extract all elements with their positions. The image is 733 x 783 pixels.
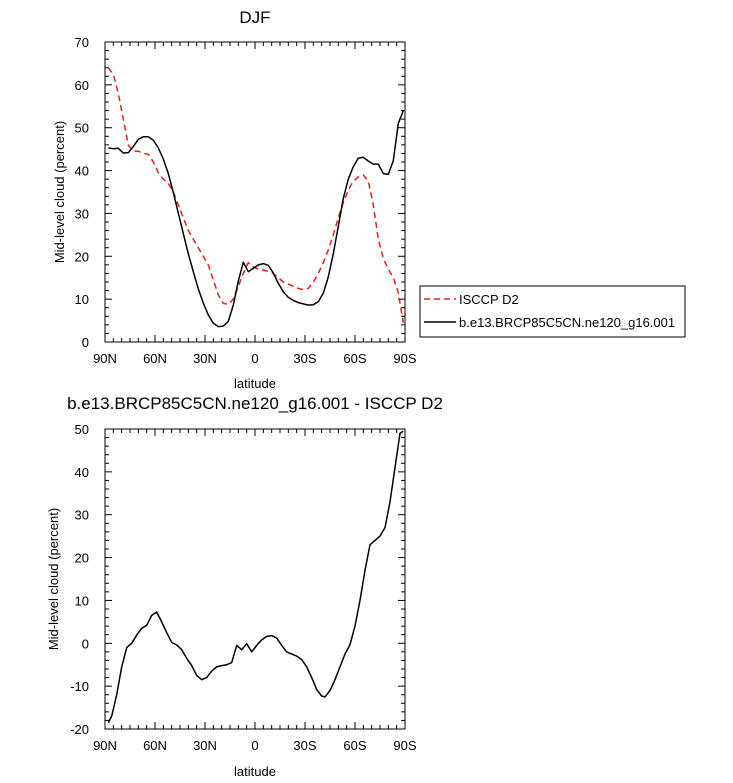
- top-chart-series: [107, 67, 405, 328]
- bottom-chart-y-tick-label: 40: [75, 465, 89, 480]
- top-chart-x-tick-label: 90S: [393, 351, 416, 366]
- top-chart-x-tick-label: 60S: [343, 351, 366, 366]
- bottom-chart-x-tick-label: 60S: [343, 738, 366, 753]
- top-chart-x-tick-label: 30S: [293, 351, 316, 366]
- top-chart-title: DJF: [239, 8, 270, 27]
- top-chart-y-tick-label: 30: [75, 206, 89, 221]
- top-chart-x-tick-label: 90N: [93, 351, 117, 366]
- top-chart-y-tick-label: 40: [75, 164, 89, 179]
- top-chart-y-tick-label: 50: [75, 121, 89, 136]
- top-chart-y-tick-label: 60: [75, 78, 89, 93]
- bottom-chart-x-tick-label: 90S: [393, 738, 416, 753]
- bottom-chart-x-axis-label: latitude: [234, 764, 276, 779]
- bottom-chart-y-tick-label: -10: [70, 679, 89, 694]
- bottom-chart-ticks: 90N 60N 30N 0 30S 60S 90S -20 -10 0 10 20 30 40 50: [70, 422, 417, 753]
- top-chart-series-line-isccp: [107, 67, 405, 323]
- bottom-chart-x-tick-label: 30S: [293, 738, 316, 753]
- top-chart-y-tick-label: 70: [75, 35, 89, 50]
- bottom-chart-x-tick-label: 60N: [143, 738, 167, 753]
- bottom-chart-plot-frame: [104, 428, 406, 730]
- legend-frame: [419, 285, 686, 338]
- bottom-chart-y-tick-label: 0: [82, 636, 89, 651]
- top-chart-plot-frame: [104, 41, 406, 343]
- top-chart-y-tick-label: 20: [75, 249, 89, 264]
- bottom-chart-series-line-model: [107, 430, 404, 723]
- top-chart-ticks: 90N 60N 30N 0 30S 60S 90S 0 10 20 30 40 50 60 70: [75, 35, 417, 366]
- bottom-chart-title: b.e13.BRCP85C5CN.ne120_g16.001 - ISCCP D…: [67, 394, 443, 413]
- bottom-chart-x-tick-label: 90N: [93, 738, 117, 753]
- top-chart-y-axis-label: Mid-level cloud (percent): [52, 121, 67, 263]
- bottom-chart-x-tick-label: 0: [251, 738, 258, 753]
- top-chart-y-tick-label: 10: [75, 292, 89, 307]
- bottom-chart-series: [107, 430, 404, 723]
- bottom-chart-x-tick-label: 30N: [193, 738, 217, 753]
- bottom-chart-y-tick-label: 10: [75, 593, 89, 608]
- bottom-chart-y-tick-label: 50: [75, 422, 89, 437]
- bottom-chart-y-tick-label: 30: [75, 508, 89, 523]
- top-chart-series-line-model: [108, 110, 404, 328]
- top-chart-panel: DJF 90N 60N 30N 0 30S 60S 90S 0 10 20 30 40 50 60 70 l…: [52, 8, 417, 391]
- top-chart-x-tick-label: 60N: [143, 351, 167, 366]
- top-chart-y-tick-label: 0: [82, 335, 89, 350]
- bottom-chart-y-tick-label: 20: [75, 551, 89, 566]
- bottom-chart-y-axis-label: Mid-level cloud (percent): [46, 508, 61, 650]
- top-chart-legend: ISCCP D2 b.e13.BRCP85C5CN.ne120_g16.001: [419, 285, 686, 338]
- bottom-chart-y-tick-label: -20: [70, 722, 89, 737]
- top-chart-x-tick-label: 30N: [193, 351, 217, 366]
- bottom-chart-panel: b.e13.BRCP85C5CN.ne120_g16.001 - ISCCP D…: [46, 394, 443, 779]
- legend-label-isccp: ISCCP D2: [459, 292, 519, 307]
- top-chart-x-tick-label: 0: [251, 351, 258, 366]
- top-chart-x-axis-label: latitude: [234, 376, 276, 391]
- legend-label-model: b.e13.BRCP85C5CN.ne120_g16.001: [459, 315, 675, 330]
